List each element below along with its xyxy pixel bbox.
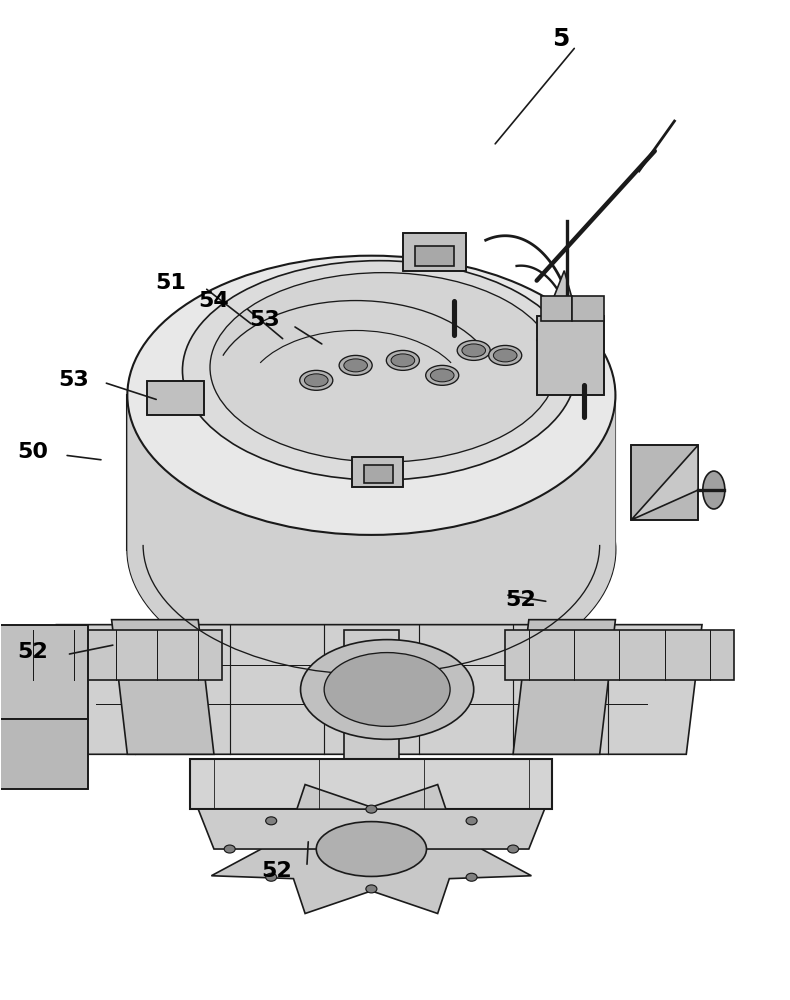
Ellipse shape bbox=[344, 359, 367, 372]
Ellipse shape bbox=[462, 344, 486, 357]
Ellipse shape bbox=[431, 369, 454, 382]
Bar bbox=[0, 719, 88, 789]
Ellipse shape bbox=[494, 349, 517, 362]
Ellipse shape bbox=[304, 374, 328, 387]
Text: 53: 53 bbox=[250, 310, 280, 330]
Bar bbox=[147, 381, 204, 415]
Text: 53: 53 bbox=[58, 370, 89, 390]
Bar bbox=[631, 445, 698, 520]
Ellipse shape bbox=[391, 354, 415, 367]
Text: 50: 50 bbox=[17, 442, 48, 462]
Ellipse shape bbox=[366, 805, 377, 813]
Polygon shape bbox=[631, 445, 698, 520]
Text: 51: 51 bbox=[155, 273, 186, 293]
Ellipse shape bbox=[127, 410, 615, 689]
Polygon shape bbox=[9, 630, 222, 680]
Polygon shape bbox=[57, 625, 702, 754]
Text: 52: 52 bbox=[506, 590, 536, 610]
Ellipse shape bbox=[300, 640, 474, 739]
Ellipse shape bbox=[210, 273, 556, 462]
Ellipse shape bbox=[703, 471, 725, 509]
Ellipse shape bbox=[182, 261, 576, 480]
Text: 5: 5 bbox=[551, 27, 569, 51]
Bar bbox=[0, 625, 88, 719]
Ellipse shape bbox=[299, 370, 333, 390]
Ellipse shape bbox=[457, 340, 491, 360]
Ellipse shape bbox=[386, 350, 419, 370]
Polygon shape bbox=[198, 809, 544, 849]
Polygon shape bbox=[513, 620, 615, 754]
Bar bbox=[0, 625, 88, 719]
Polygon shape bbox=[127, 395, 615, 689]
Ellipse shape bbox=[224, 845, 235, 853]
Polygon shape bbox=[536, 271, 584, 340]
Ellipse shape bbox=[324, 653, 450, 726]
Bar bbox=[536, 316, 604, 395]
Ellipse shape bbox=[507, 845, 518, 853]
Bar bbox=[147, 381, 204, 415]
Bar bbox=[536, 316, 604, 395]
Ellipse shape bbox=[426, 365, 459, 385]
Text: 52: 52 bbox=[261, 861, 292, 881]
Bar bbox=[631, 445, 698, 520]
Polygon shape bbox=[212, 785, 532, 914]
Polygon shape bbox=[344, 630, 399, 809]
Bar bbox=[415, 246, 454, 266]
Ellipse shape bbox=[316, 822, 427, 876]
Polygon shape bbox=[506, 630, 733, 680]
Bar bbox=[403, 233, 466, 271]
Bar bbox=[352, 457, 403, 487]
Bar bbox=[403, 233, 466, 271]
Text: 54: 54 bbox=[198, 291, 229, 311]
Ellipse shape bbox=[339, 355, 372, 375]
Text: 52: 52 bbox=[17, 642, 48, 662]
Ellipse shape bbox=[489, 345, 521, 365]
Polygon shape bbox=[190, 759, 552, 809]
Ellipse shape bbox=[265, 817, 276, 825]
Ellipse shape bbox=[127, 256, 615, 535]
Polygon shape bbox=[111, 620, 214, 754]
Ellipse shape bbox=[466, 873, 477, 881]
Ellipse shape bbox=[265, 873, 276, 881]
Ellipse shape bbox=[466, 817, 477, 825]
Bar bbox=[352, 457, 403, 487]
Bar bbox=[572, 296, 604, 321]
Bar bbox=[0, 719, 88, 789]
Bar bbox=[363, 465, 393, 483]
Ellipse shape bbox=[366, 885, 377, 893]
Bar bbox=[540, 296, 572, 321]
